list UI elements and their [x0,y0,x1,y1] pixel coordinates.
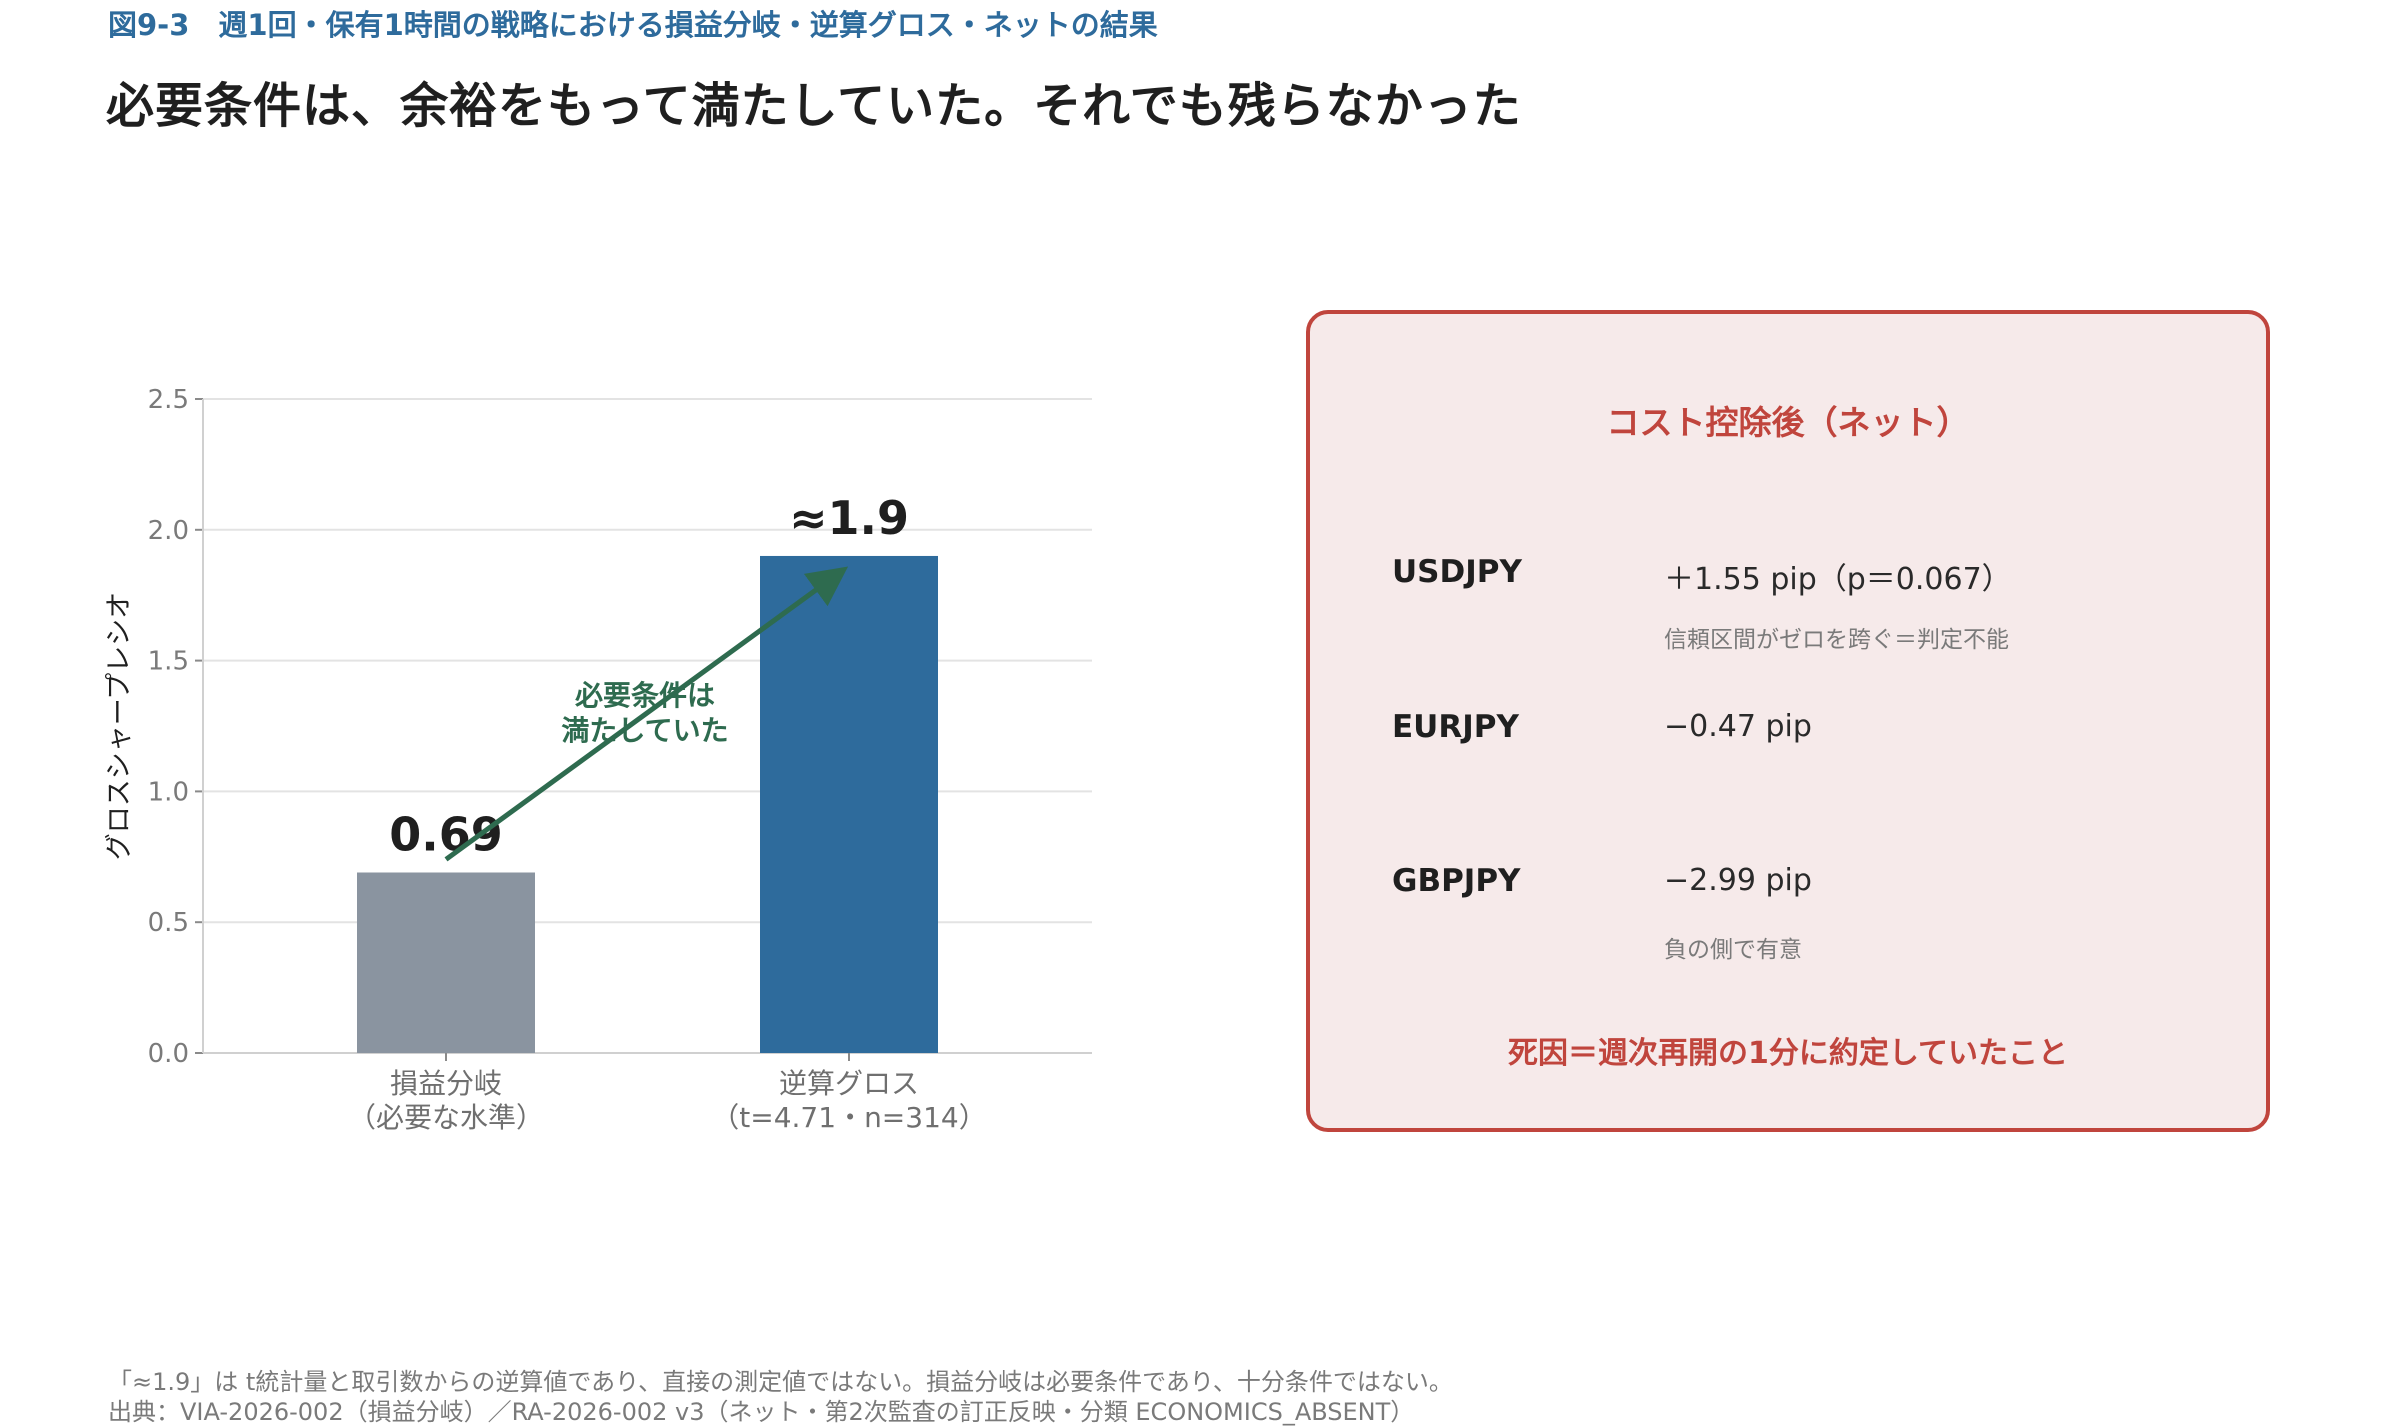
figure-label: 図9-3 週1回・保有1時間の戦略における損益分岐・逆算グロス・ネットの結果 [108,8,1158,42]
value-eurjpy: −0.47 pip [1664,709,1812,744]
y-tick-label: 1.5 [148,647,189,677]
value-usdjpy: ＋1.55 pip（p＝0.067） [1664,562,2012,597]
x-tick-label: 逆算グロス [779,1067,919,1100]
y-tick-label: 2.5 [148,385,189,415]
footnote-note: 「≈1.9」は t統計量と取引数からの逆算値であり、直接の測定値ではない。損益分… [108,1368,1453,1396]
headline: 必要条件は、余裕をもって満たしていた。それでも残らなかった [106,78,1522,134]
bar-value-label: 0.69 [389,807,503,861]
annotation-arrow [444,566,849,862]
panel-title: コスト控除後（ネット） [1606,403,1970,442]
annotation-text: 必要条件は [575,679,715,712]
y-tick-label: 1.0 [148,777,189,807]
x-tick-label: 損益分岐 [390,1067,502,1100]
y-tick-label: 2.0 [148,516,189,546]
pair-eurjpy: EURJPY [1392,709,1519,745]
x-tick-sublabel: （必要な水準） [348,1101,544,1134]
footnote-source: 出典：VIA-2026-002（損益分岐）／RA-2026-002 v3（ネット… [108,1398,1415,1426]
note-usdjpy: 信頼区間がゼロを跨ぐ＝判定不能 [1664,627,2009,653]
y-tick-label: 0.0 [148,1039,189,1069]
bar-chart: 0.0 0.5 1.0 1.5 2.0 2.5 グロスシャープレシオ 0.69 損益分岐（必要な… [104,385,1092,1134]
bar-1 [760,555,938,1053]
x-tick-sublabel: （t=4.71・n=314） [711,1101,986,1134]
bar-value-label: ≈1.9 [789,491,909,545]
annotation-text: 満たしていた [561,714,728,747]
note-gbpjpy: 負の側で有意 [1664,937,1802,963]
panel-footer: 死因＝週次再開の1分に約定していたこと [1508,1036,2068,1071]
y-tick-label: 0.5 [148,908,189,938]
pair-gbpjpy: GBPJPY [1392,863,1521,899]
pair-usdjpy: USDJPY [1392,554,1522,590]
y-axis-label: グロスシャープレシオ [104,592,135,860]
net-result-panel: コスト控除後（ネット） USDJPY ＋1.55 pip（p＝0.067） 信頼… [1306,310,2270,1132]
bar-0 [357,872,535,1053]
value-gbpjpy: −2.99 pip [1664,863,1812,898]
